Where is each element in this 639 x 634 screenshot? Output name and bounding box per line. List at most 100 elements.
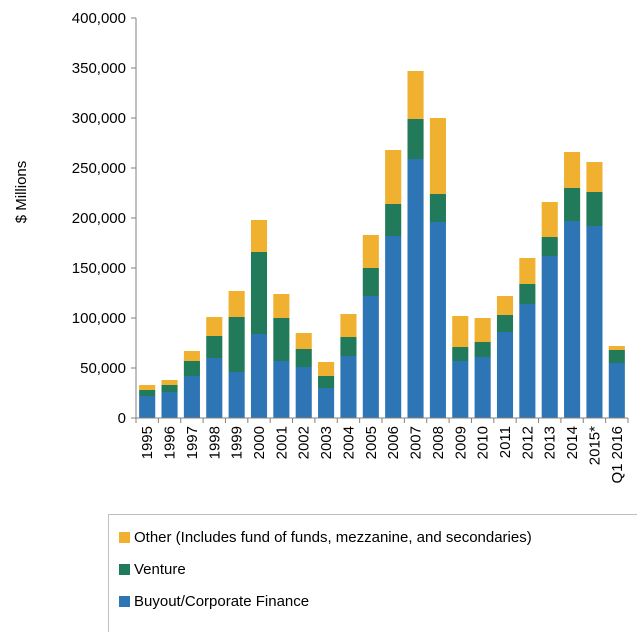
bar-other-2001	[273, 294, 290, 318]
x-tick-label: 2009	[452, 426, 469, 459]
bar-venture-2004	[340, 337, 357, 356]
x-tick-label: 2012	[519, 426, 536, 459]
stacked-bar-chart: 0 50,000 100,000 150,000 200,000 250,000 300,0…	[13, 10, 629, 484]
bar-other-2005	[362, 235, 379, 268]
x-tick-label: 2002	[296, 426, 313, 459]
bar-venture-1997	[183, 361, 200, 376]
x-tick-label: 1997	[184, 426, 201, 459]
bar-venture-2015	[586, 192, 603, 226]
legend-swatch-venture	[119, 563, 130, 575]
x-tick-label: 1999	[229, 426, 246, 459]
bar-venture-2003	[318, 376, 335, 388]
y-axis-title: $ Millions	[13, 161, 30, 224]
bar-buyout-corporate-1999	[228, 372, 245, 418]
x-tick-label: 1998	[206, 426, 223, 459]
y-tick-label: 350,000	[72, 60, 126, 77]
bar-buyout-corporate-2006	[385, 236, 402, 418]
bar-buyout-corporate-1996	[161, 392, 178, 418]
bar-other-1999	[228, 291, 245, 317]
bar-buyout-corporate-2003	[318, 388, 335, 418]
chart-legend: Other (Includes fund of funds, mezzanine…	[108, 514, 637, 632]
bar-other-2012	[519, 258, 536, 284]
bar-other-q1-2016	[608, 346, 625, 350]
x-tick-label: 2015*	[586, 426, 603, 465]
legend-item-other: Other (Includes fund of funds, mezzanine…	[119, 527, 532, 547]
axes-layer	[131, 17, 629, 423]
x-tick-label: Q1 2016	[609, 426, 626, 484]
bar-other-1996	[161, 380, 178, 385]
bar-venture-2007	[407, 119, 424, 159]
y-tick-label: 300,000	[72, 110, 126, 127]
bar-buyout-corporate-2009	[452, 361, 469, 418]
y-tick-label: 0	[118, 410, 126, 427]
bar-other-2008	[429, 118, 446, 194]
bar-buyout-corporate-2001	[273, 361, 290, 418]
y-tick-label: 50,000	[80, 360, 126, 377]
bar-buyout-corporate-2008	[429, 222, 446, 418]
bar-buyout-corporate-1995	[139, 396, 156, 418]
bar-other-1997	[183, 351, 200, 361]
bar-venture-1998	[206, 336, 223, 358]
y-tick-label: 400,000	[72, 10, 126, 27]
x-tick-label: 2013	[542, 426, 559, 459]
bar-buyout-corporate-2014	[564, 221, 581, 418]
bar-venture-1999	[228, 317, 245, 372]
bar-other-2003	[318, 362, 335, 376]
legend-label-other: Other (Includes fund of funds, mezzanine…	[134, 528, 532, 546]
bar-other-2002	[295, 333, 312, 349]
bar-buyout-corporate-2007	[407, 159, 424, 418]
bar-other-2010	[474, 318, 491, 342]
bar-buyout-corporate-1998	[206, 358, 223, 418]
bar-venture-1995	[139, 390, 156, 396]
bar-buyout-corporate-1997	[183, 376, 200, 418]
bar-buyout-corporate-2002	[295, 367, 312, 418]
legend-label-venture: Venture	[134, 560, 186, 578]
bar-venture-2010	[474, 342, 491, 357]
bar-other-2009	[452, 316, 469, 347]
bar-buyout-corporate-q1-2016	[608, 363, 625, 418]
bar-buyout-corporate-2000	[250, 334, 268, 418]
bar-other-2011	[496, 296, 514, 315]
tick-labels-layer: 0 50,000 100,000 150,000 200,000 250,000 300,0…	[72, 10, 626, 484]
x-tick-label: 2014	[564, 426, 581, 459]
bar-venture-2005	[362, 268, 379, 296]
legend-swatch-buyout	[119, 595, 130, 607]
bar-venture-2000	[250, 252, 268, 334]
x-tick-label: 1996	[162, 426, 179, 459]
x-tick-label: 2003	[318, 426, 335, 459]
bar-venture-2002	[295, 349, 312, 367]
bar-buyout-corporate-2010	[474, 357, 491, 418]
bar-venture-2014	[564, 188, 581, 221]
bar-venture-2001	[273, 318, 290, 361]
bar-buyout-corporate-2012	[519, 304, 536, 418]
bar-other-2007	[407, 71, 424, 119]
bar-other-1998	[206, 317, 223, 336]
bar-other-2014	[564, 152, 581, 188]
bar-buyout-corporate-2004	[340, 356, 357, 418]
bar-venture-2008	[429, 194, 446, 222]
legend-swatch-other	[119, 531, 130, 543]
bar-venture-2013	[541, 237, 558, 256]
bar-other-2006	[385, 150, 402, 204]
y-tick-label: 150,000	[72, 260, 126, 277]
bar-other-2013	[541, 202, 558, 237]
x-tick-label: 2004	[340, 426, 357, 459]
legend-item-venture: Venture	[119, 559, 186, 579]
bar-buyout-corporate-2011	[496, 332, 514, 418]
bar-venture-1996	[161, 385, 178, 392]
y-tick-label: 100,000	[72, 310, 126, 327]
bar-other-2004	[340, 314, 357, 337]
bar-other-1995	[139, 385, 156, 390]
bar-other-2015	[586, 162, 603, 192]
x-tick-label: 2005	[363, 426, 380, 459]
bar-other-2000	[250, 220, 268, 252]
bar-buyout-corporate-2013	[541, 256, 558, 418]
bar-venture-2009	[452, 347, 469, 361]
bar-venture-2011	[496, 315, 514, 332]
x-tick-label: 2008	[430, 426, 447, 459]
y-tick-label: 200,000	[72, 210, 126, 227]
x-tick-label: 2006	[385, 426, 402, 459]
x-tick-label: 2011	[497, 426, 514, 458]
bar-venture-2006	[385, 204, 402, 236]
x-tick-label: 2000	[251, 426, 268, 459]
